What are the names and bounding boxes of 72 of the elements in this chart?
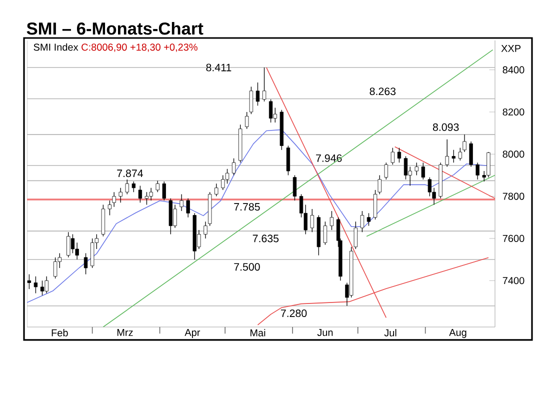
x-tick-label: Feb	[52, 329, 68, 336]
candlestick	[268, 99, 273, 123]
candlestick	[214, 183, 218, 197]
ref-line-label: 7.635	[252, 234, 279, 242]
candlestick	[384, 162, 388, 180]
candlestick	[462, 134, 466, 152]
candlestick	[292, 174, 297, 201]
candlestick	[186, 198, 190, 218]
annotation: SMI Index	[34, 43, 78, 51]
candlestick	[90, 238, 94, 268]
candlestick	[118, 188, 122, 203]
ref-line-label: 7.280	[280, 310, 307, 318]
candlestick	[132, 181, 136, 192]
ref-line-label: 7.874	[117, 170, 143, 178]
ref-line-label: 8.263	[370, 88, 396, 96]
candlestick	[162, 181, 166, 201]
candlestick	[262, 67, 266, 102]
x-tick-label: Apr	[184, 329, 200, 338]
y-tick-label: 8200	[502, 108, 524, 116]
candlestick	[330, 210, 334, 230]
candlestick	[286, 145, 290, 176]
y-tick-label: 8000	[502, 150, 524, 158]
candlestick	[221, 174, 225, 190]
candlestick	[469, 141, 473, 168]
candlestick	[476, 162, 480, 180]
candlestick	[366, 212, 371, 226]
candlestick	[149, 188, 153, 201]
chart-title: SMI – 6-Monats-Chart	[26, 22, 204, 35]
ref-line-label: 7.785	[234, 203, 260, 211]
candlestick	[144, 192, 149, 206]
candlestick	[390, 147, 395, 166]
candlestick	[125, 179, 129, 195]
candlestick	[232, 158, 236, 176]
x-tick-label: Jul	[384, 329, 396, 336]
candlestick	[428, 176, 432, 197]
y-axis-title: XXP	[501, 45, 521, 52]
ref-line-label: 8.093	[432, 123, 459, 131]
candlestick	[156, 180, 160, 192]
candlestick	[323, 221, 328, 246]
candlestick	[249, 86, 254, 114]
candlestick	[180, 194, 184, 212]
ref-line-label: 7.500	[234, 263, 260, 271]
y-tick-label: 7400	[502, 277, 524, 284]
y-tick-label: 7800	[502, 192, 524, 200]
candlestick	[458, 147, 462, 161]
candlestick	[452, 150, 456, 163]
x-tick-label: Aug	[449, 329, 466, 338]
candlestick	[138, 185, 142, 203]
candlestick	[354, 221, 358, 250]
ref-line-label: 8.411	[206, 64, 232, 72]
candlestick	[108, 200, 112, 216]
candlestick	[421, 162, 425, 180]
y-tick-label: 7600	[502, 234, 524, 242]
candlestick	[112, 192, 116, 208]
candlestick	[360, 210, 364, 232]
candlestick	[397, 147, 402, 163]
candlestick	[256, 82, 260, 106]
annotation: C:8006,90 +18,30 +0,23%	[82, 44, 198, 52]
candlestick	[373, 190, 378, 220]
x-tick-label: Mrz	[117, 329, 133, 336]
candlestick	[378, 174, 382, 195]
candlestick	[225, 168, 230, 184]
y-tick-label: 8400	[502, 66, 524, 74]
ref-line-label: 7.946	[316, 154, 342, 162]
candlestick	[204, 221, 208, 239]
candlestick	[310, 208, 314, 232]
candlestick	[445, 139, 449, 168]
candlestick	[404, 156, 408, 180]
candlestick	[245, 112, 249, 130]
candlestick	[414, 162, 418, 176]
x-tick-label: Jun	[317, 329, 333, 336]
x-tick-label: Mai	[250, 329, 266, 336]
